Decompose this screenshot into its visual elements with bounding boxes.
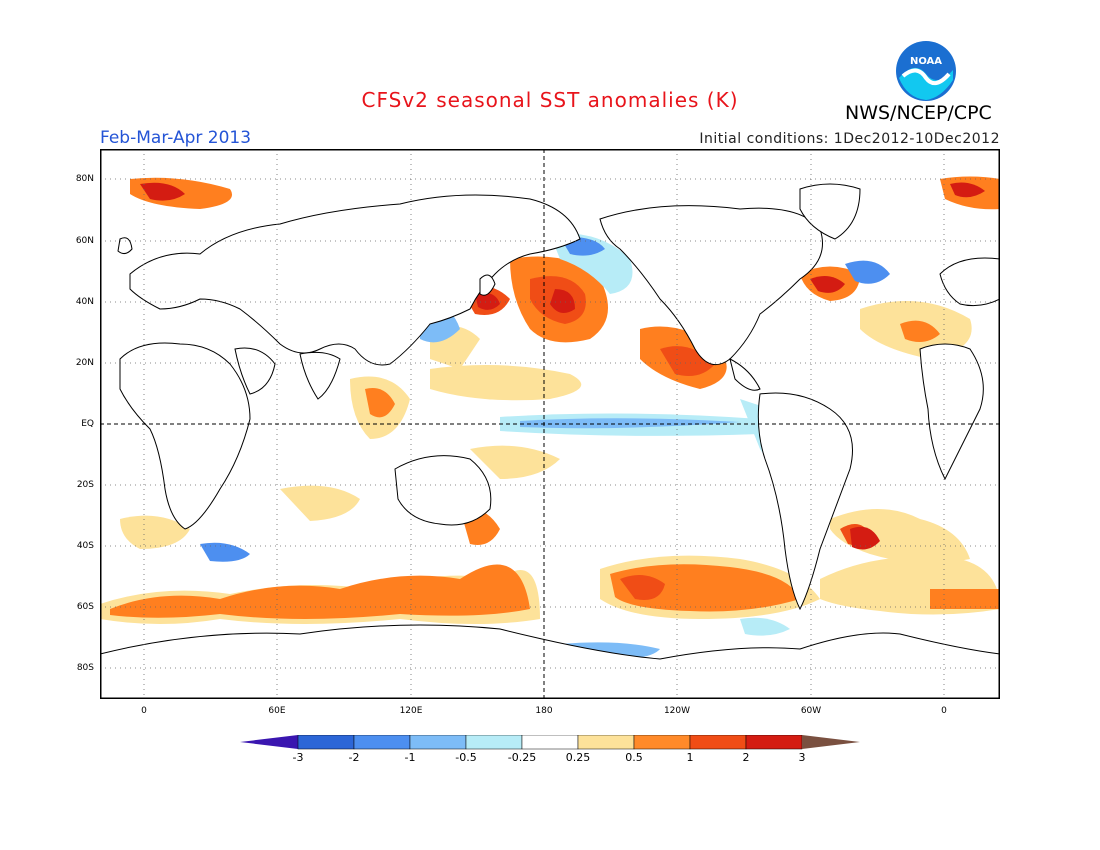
colorbar-segment [633, 735, 691, 750]
colorbar-segment [577, 735, 635, 750]
lon-label: 120E [399, 706, 423, 716]
colorbar-label: -0.25 [507, 751, 537, 764]
colorbar-left-arrow [240, 735, 298, 749]
colorbar-segment [353, 735, 411, 750]
colorbar-label: -3 [292, 751, 304, 764]
colorbar-label: 0.5 [625, 751, 643, 764]
lon-label: 0 [941, 706, 947, 716]
svg-text:NOAA: NOAA [910, 56, 942, 67]
colorbar-label: 0.25 [565, 751, 591, 764]
lat-label: 20N [75, 358, 94, 368]
chart-title: CFSv2 seasonal SST anomalies (K) [361, 88, 739, 112]
colorbar-label: -1 [404, 751, 416, 764]
lat-label: 60S [76, 602, 94, 612]
agency-label: NWS/NCEP/CPC [845, 102, 992, 124]
lat-label: 20S [76, 480, 94, 490]
lon-label: 60W [800, 706, 822, 716]
lat-label: 40N [75, 297, 94, 307]
colorbar [240, 735, 860, 750]
colorbar-segment [745, 735, 803, 750]
lat-label: 80N [75, 174, 94, 184]
colorbar-segment [521, 735, 579, 750]
lat-label: 60N [75, 236, 94, 246]
lon-label: 120W [663, 706, 691, 716]
lat-label: 40S [76, 541, 94, 551]
equator-dateline [100, 149, 1000, 699]
lat-label: 80S [76, 663, 94, 673]
colorbar-segment [409, 735, 467, 750]
colorbar-right-arrow [802, 735, 860, 749]
colorbar-label: 1 [686, 751, 694, 764]
coastlines [100, 183, 1000, 699]
forecast-period: Feb-Mar-Apr 2013 [100, 128, 252, 148]
colorbar-label: -2 [348, 751, 360, 764]
initial-conditions: Initial conditions: 1Dec2012-10Dec2012 [699, 131, 1000, 147]
lat-label: EQ [81, 419, 94, 429]
map-frame [100, 149, 1000, 699]
lon-label: 60E [268, 706, 286, 716]
sst-anomaly-map [100, 149, 1000, 699]
colorbar-label: 3 [798, 751, 806, 764]
lon-label: 180 [535, 706, 553, 716]
noaa-logo: NOAA [895, 40, 957, 102]
colorbar-segment [297, 735, 355, 750]
colorbar-label: 2 [742, 751, 750, 764]
colorbar-segment [465, 735, 523, 750]
colorbar-segment [689, 735, 747, 750]
lon-label: 0 [141, 706, 147, 716]
colorbar-label: -0.5 [455, 751, 477, 764]
